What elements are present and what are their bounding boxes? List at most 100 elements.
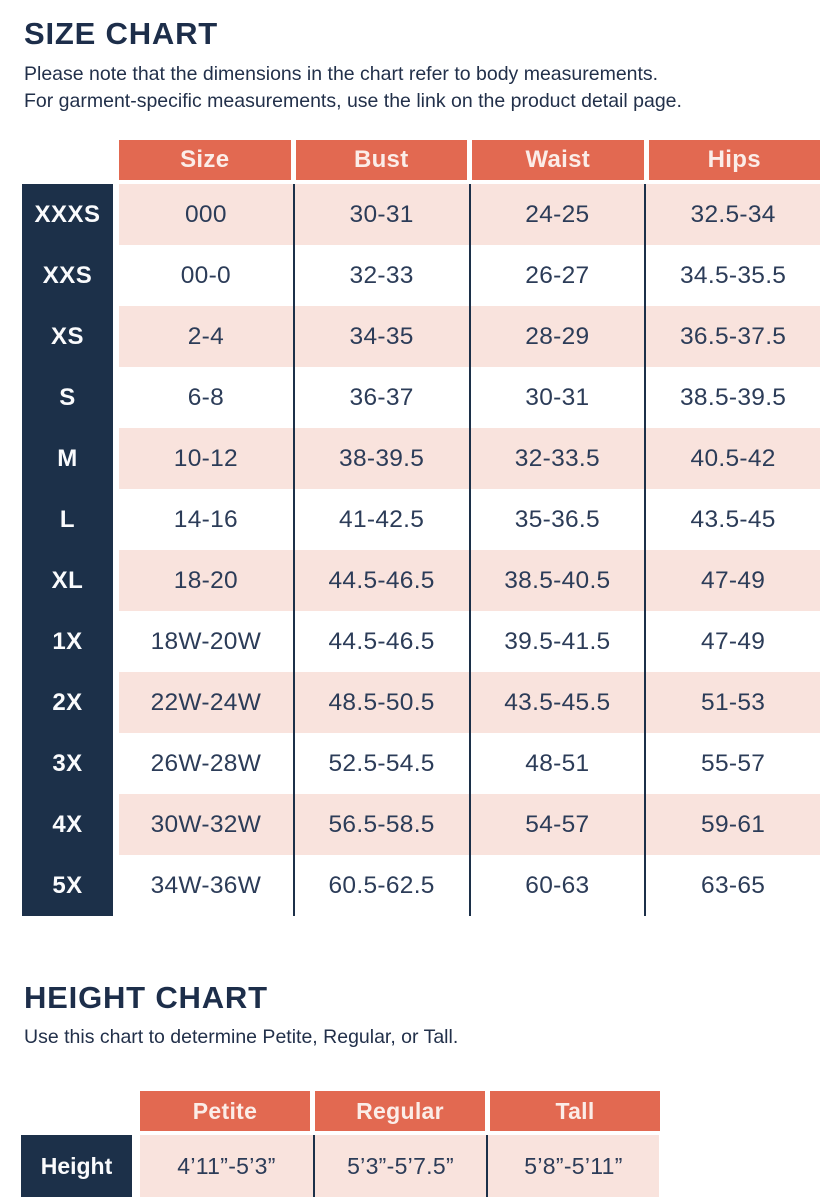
size-cell-bust: 34-35 [292,306,469,367]
size-row-cells: 10-12 38-39.5 32-33.5 40.5-42 [119,428,820,489]
size-chart-intro: Please note that the dimensions in the c… [24,61,804,115]
size-row-cells: 18W-20W 44.5-46.5 39.5-41.5 47-49 [119,611,820,672]
height-chart-section: HEIGHT CHART Use this chart to determine… [0,980,828,1051]
size-table-col-header-bust: Bust [295,140,467,180]
size-row-cells: 6-8 36-37 30-31 38.5-39.5 [119,367,820,428]
size-cell-bust: 44.5-46.5 [292,611,469,672]
size-row-cells: 26W-28W 52.5-54.5 48-51 55-57 [119,733,820,794]
size-row-label: XL [22,550,113,611]
size-cell-hips: 36.5-37.5 [644,306,820,367]
size-cell-hips: 38.5-39.5 [644,367,820,428]
size-chart-intro-line2: For garment-specific measurements, use t… [24,90,682,112]
size-cell-bust: 32-33 [292,245,469,306]
height-row-label: Height [21,1135,132,1197]
size-table-header: Size Bust Waist Hips [22,140,820,180]
size-table: Size Bust Waist Hips XXXS 000 30-31 24-2… [22,140,820,916]
height-table-corner-spacer [21,1091,132,1131]
size-chart-title: SIZE CHART [24,16,218,51]
size-cell-hips: 47-49 [644,611,820,672]
size-table-body: XXXS 000 30-31 24-25 32.5-34 XXS 00-0 32… [22,184,820,916]
size-cell-bust: 30-31 [292,184,469,245]
size-cell-waist: 28-29 [468,306,645,367]
size-row-label: XS [22,306,113,367]
size-row-cells: 34W-36W 60.5-62.5 60-63 63-65 [119,855,820,916]
size-cell-size: 26W-28W [150,750,262,777]
height-cell-tall: 5’8”-5’11” [486,1135,659,1197]
size-table-row: S 6-8 36-37 30-31 38.5-39.5 [22,367,820,428]
size-cell-waist: 43.5-45.5 [468,672,645,733]
size-cell-bust: 38-39.5 [292,428,469,489]
size-cell-hips: 43.5-45 [644,489,820,550]
size-cell-size: 22W-24W [150,689,262,716]
size-cell-bust: 52.5-54.5 [292,733,469,794]
size-cell-bust: 60.5-62.5 [292,855,469,916]
size-cell-size: 30W-32W [150,811,262,838]
size-chart-section: SIZE CHART Please note that the dimensio… [0,0,828,115]
size-row-label: 1X [22,611,113,672]
height-chart-title: HEIGHT CHART [24,980,268,1015]
size-cell-waist: 35-36.5 [468,489,645,550]
size-cell-waist: 38.5-40.5 [468,550,645,611]
size-table-row: 4X 30W-32W 56.5-58.5 54-57 59-61 [22,794,820,855]
size-table-row: 2X 22W-24W 48.5-50.5 43.5-45.5 51-53 [22,672,820,733]
size-cell-size: 18-20 [173,567,238,594]
size-cell-size: 00-0 [180,262,231,289]
size-table-row: M 10-12 38-39.5 32-33.5 40.5-42 [22,428,820,489]
size-row-label: XXS [22,245,113,306]
size-table-col-header-hips: Hips [648,140,820,180]
height-cell-petite: 4’11”-5’3” [177,1153,276,1179]
size-row-label: 3X [22,733,113,794]
size-table-row: 1X 18W-20W 44.5-46.5 39.5-41.5 47-49 [22,611,820,672]
size-row-label: 4X [22,794,113,855]
size-cell-waist: 39.5-41.5 [468,611,645,672]
size-table-col-header-waist: Waist [472,140,644,180]
size-cell-hips: 34.5-35.5 [644,245,820,306]
size-cell-waist: 26-27 [468,245,645,306]
size-row-cells: 22W-24W 48.5-50.5 43.5-45.5 51-53 [119,672,820,733]
size-cell-size: 18W-20W [150,628,262,655]
size-cell-size: 10-12 [173,445,238,472]
height-col-header-regular: Regular [315,1091,485,1131]
height-table-header: Petite Regular Tall [21,1091,828,1131]
size-cell-bust: 56.5-58.5 [292,794,469,855]
size-row-cells: 00-0 32-33 26-27 34.5-35.5 [119,245,820,306]
size-row-cells: 30W-32W 56.5-58.5 54-57 59-61 [119,794,820,855]
height-row-cells: 4’11”-5’3” 5’3”-5’7.5” 5’8”-5’11” [140,1135,659,1197]
height-table: Petite Regular Tall Height 4’11”-5’3” 5’… [21,1091,828,1197]
size-cell-waist: 24-25 [468,184,645,245]
size-row-cells: 2-4 34-35 28-29 36.5-37.5 [119,306,820,367]
size-cell-size: 000 [184,201,227,228]
size-row-label: XXXS [22,184,113,245]
size-table-row: 3X 26W-28W 52.5-54.5 48-51 55-57 [22,733,820,794]
size-row-cells: 000 30-31 24-25 32.5-34 [119,184,820,245]
size-row-label: S [22,367,113,428]
size-cell-hips: 55-57 [644,733,820,794]
size-cell-bust: 44.5-46.5 [292,550,469,611]
size-cell-bust: 41-42.5 [292,489,469,550]
size-table-row: XL 18-20 44.5-46.5 38.5-40.5 47-49 [22,550,820,611]
size-row-cells: 14-16 41-42.5 35-36.5 43.5-45 [119,489,820,550]
size-table-corner-spacer [22,140,113,180]
height-chart-intro: Use this chart to determine Petite, Regu… [24,1026,459,1048]
size-row-label: 5X [22,855,113,916]
height-col-header-petite: Petite [140,1091,310,1131]
height-table-row: Height 4’11”-5’3” 5’3”-5’7.5” 5’8”-5’11” [21,1135,828,1197]
size-cell-waist: 60-63 [468,855,645,916]
size-table-row: XS 2-4 34-35 28-29 36.5-37.5 [22,306,820,367]
size-cell-hips: 40.5-42 [644,428,820,489]
size-table-row: XXXS 000 30-31 24-25 32.5-34 [22,184,820,245]
size-cell-waist: 30-31 [468,367,645,428]
size-cell-hips: 63-65 [644,855,820,916]
size-cell-size: 2-4 [187,323,225,350]
size-cell-hips: 47-49 [644,550,820,611]
size-chart-intro-line1: Please note that the dimensions in the c… [24,63,659,85]
size-cell-size: 6-8 [187,384,225,411]
size-cell-hips: 59-61 [644,794,820,855]
size-cell-size: 34W-36W [150,872,262,899]
size-cell-waist: 32-33.5 [468,428,645,489]
size-cell-hips: 51-53 [644,672,820,733]
size-cell-waist: 48-51 [468,733,645,794]
size-table-col-header-size: Size [119,140,291,180]
size-table-row: L 14-16 41-42.5 35-36.5 43.5-45 [22,489,820,550]
size-table-row: XXS 00-0 32-33 26-27 34.5-35.5 [22,245,820,306]
